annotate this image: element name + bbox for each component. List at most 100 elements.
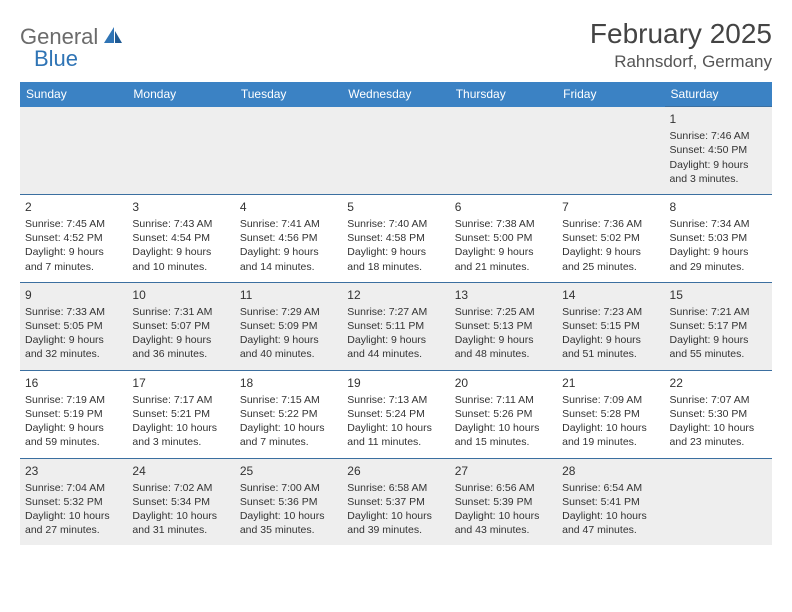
sunrise-text: Sunrise: 7:15 AM [240,393,337,407]
month-title: February 2025 [590,18,772,50]
logo-sail-icon [102,25,124,50]
sunset-text: Sunset: 5:07 PM [132,319,229,333]
day-number: 1 [670,111,767,127]
sunrise-text: Sunrise: 6:54 AM [562,481,659,495]
daylight-text: Daylight: 10 hours and 11 minutes. [347,421,444,449]
daylight-text: Daylight: 9 hours and 36 minutes. [132,333,229,361]
day-number: 28 [562,463,659,479]
daylight-text: Daylight: 10 hours and 19 minutes. [562,421,659,449]
daylight-text: Daylight: 9 hours and 55 minutes. [670,333,767,361]
daylight-text: Daylight: 9 hours and 25 minutes. [562,245,659,273]
daylight-text: Daylight: 9 hours and 44 minutes. [347,333,444,361]
day-header: Saturday [665,82,772,107]
logo-text-blue: Blue [34,46,78,71]
daylight-text: Daylight: 9 hours and 48 minutes. [455,333,552,361]
sunrise-text: Sunrise: 7:02 AM [132,481,229,495]
sunset-text: Sunset: 5:41 PM [562,495,659,509]
day-number: 8 [670,199,767,215]
sunrise-text: Sunrise: 7:34 AM [670,217,767,231]
day-cell: 17Sunrise: 7:17 AMSunset: 5:21 PMDayligh… [127,370,234,458]
daylight-text: Daylight: 9 hours and 29 minutes. [670,245,767,273]
sunrise-text: Sunrise: 7:43 AM [132,217,229,231]
week-row: 23Sunrise: 7:04 AMSunset: 5:32 PMDayligh… [20,458,772,545]
sunset-text: Sunset: 5:26 PM [455,407,552,421]
daylight-text: Daylight: 10 hours and 3 minutes. [132,421,229,449]
sunrise-text: Sunrise: 7:40 AM [347,217,444,231]
sunrise-text: Sunrise: 7:13 AM [347,393,444,407]
day-cell: 10Sunrise: 7:31 AMSunset: 5:07 PMDayligh… [127,282,234,370]
calendar-table: Sunday Monday Tuesday Wednesday Thursday… [20,82,772,545]
sunset-text: Sunset: 5:36 PM [240,495,337,509]
sunrise-text: Sunrise: 7:07 AM [670,393,767,407]
sunset-text: Sunset: 5:22 PM [240,407,337,421]
day-cell: 8 Sunrise: 7:34 AMSunset: 5:03 PMDaylight… [665,194,772,282]
day-cell: 27Sunrise: 6:56 AMSunset: 5:39 PMDayligh… [450,458,557,545]
day-number: 26 [347,463,444,479]
day-cell: 1Sunrise: 7:46 AMSunset: 4:50 PMDaylight… [665,107,772,195]
sunrise-text: Sunrise: 7:36 AM [562,217,659,231]
day-number: 12 [347,287,444,303]
sunrise-text: Sunrise: 7:29 AM [240,305,337,319]
day-number: 18 [240,375,337,391]
logo-text-blue-wrap: Blue [34,46,78,72]
day-number: 11 [240,287,337,303]
daylight-text: Daylight: 10 hours and 35 minutes. [240,509,337,537]
day-cell: 18Sunrise: 7:15 AMSunset: 5:22 PMDayligh… [235,370,342,458]
daylight-text: Daylight: 9 hours and 59 minutes. [25,421,122,449]
day-number: 6 [455,199,552,215]
sunset-text: Sunset: 5:00 PM [455,231,552,245]
day-cell: 21Sunrise: 7:09 AMSunset: 5:28 PMDayligh… [557,370,664,458]
sunset-text: Sunset: 5:03 PM [670,231,767,245]
day-cell [665,458,772,545]
day-cell: 7Sunrise: 7:36 AMSunset: 5:02 PMDaylight… [557,194,664,282]
day-cell: 19Sunrise: 7:13 AMSunset: 5:24 PMDayligh… [342,370,449,458]
daylight-text: Daylight: 9 hours and 32 minutes. [25,333,122,361]
sunrise-text: Sunrise: 7:04 AM [25,481,122,495]
sunset-text: Sunset: 5:30 PM [670,407,767,421]
day-number: 27 [455,463,552,479]
sunset-text: Sunset: 5:15 PM [562,319,659,333]
day-cell [342,107,449,195]
daylight-text: Daylight: 9 hours and 3 minutes. [670,158,767,186]
sunrise-text: Sunrise: 7:00 AM [240,481,337,495]
day-cell [450,107,557,195]
daylight-text: Daylight: 9 hours and 7 minutes. [25,245,122,273]
sunset-text: Sunset: 4:56 PM [240,231,337,245]
sunset-text: Sunset: 5:05 PM [25,319,122,333]
sunrise-text: Sunrise: 7:19 AM [25,393,122,407]
day-number: 13 [455,287,552,303]
day-cell: 20Sunrise: 7:11 AMSunset: 5:26 PMDayligh… [450,370,557,458]
sunset-text: Sunset: 4:52 PM [25,231,122,245]
sunset-text: Sunset: 4:54 PM [132,231,229,245]
day-cell: 13Sunrise: 7:25 AMSunset: 5:13 PMDayligh… [450,282,557,370]
day-number: 24 [132,463,229,479]
sunset-text: Sunset: 5:21 PM [132,407,229,421]
sunrise-text: Sunrise: 7:21 AM [670,305,767,319]
daylight-text: Daylight: 9 hours and 40 minutes. [240,333,337,361]
day-cell: 11Sunrise: 7:29 AMSunset: 5:09 PMDayligh… [235,282,342,370]
day-number: 2 [25,199,122,215]
day-cell: 5Sunrise: 7:40 AMSunset: 4:58 PMDaylight… [342,194,449,282]
sunrise-text: Sunrise: 7:17 AM [132,393,229,407]
day-number: 10 [132,287,229,303]
sunset-text: Sunset: 5:37 PM [347,495,444,509]
sunrise-text: Sunrise: 7:45 AM [25,217,122,231]
header: General February 2025 Rahnsdorf, Germany [20,18,772,72]
title-block: February 2025 Rahnsdorf, Germany [590,18,772,72]
day-number: 4 [240,199,337,215]
sunrise-text: Sunrise: 6:58 AM [347,481,444,495]
week-row: 2Sunrise: 7:45 AMSunset: 4:52 PMDaylight… [20,194,772,282]
day-cell: 9Sunrise: 7:33 AMSunset: 5:05 PMDaylight… [20,282,127,370]
sunset-text: Sunset: 5:24 PM [347,407,444,421]
day-number: 7 [562,199,659,215]
daylight-text: Daylight: 9 hours and 21 minutes. [455,245,552,273]
sunset-text: Sunset: 5:19 PM [25,407,122,421]
sunrise-text: Sunrise: 7:09 AM [562,393,659,407]
day-number: 16 [25,375,122,391]
daylight-text: Daylight: 9 hours and 10 minutes. [132,245,229,273]
day-cell: 22Sunrise: 7:07 AMSunset: 5:30 PMDayligh… [665,370,772,458]
day-header: Monday [127,82,234,107]
day-cell [557,107,664,195]
sunrise-text: Sunrise: 7:46 AM [670,129,767,143]
day-cell: 23Sunrise: 7:04 AMSunset: 5:32 PMDayligh… [20,458,127,545]
